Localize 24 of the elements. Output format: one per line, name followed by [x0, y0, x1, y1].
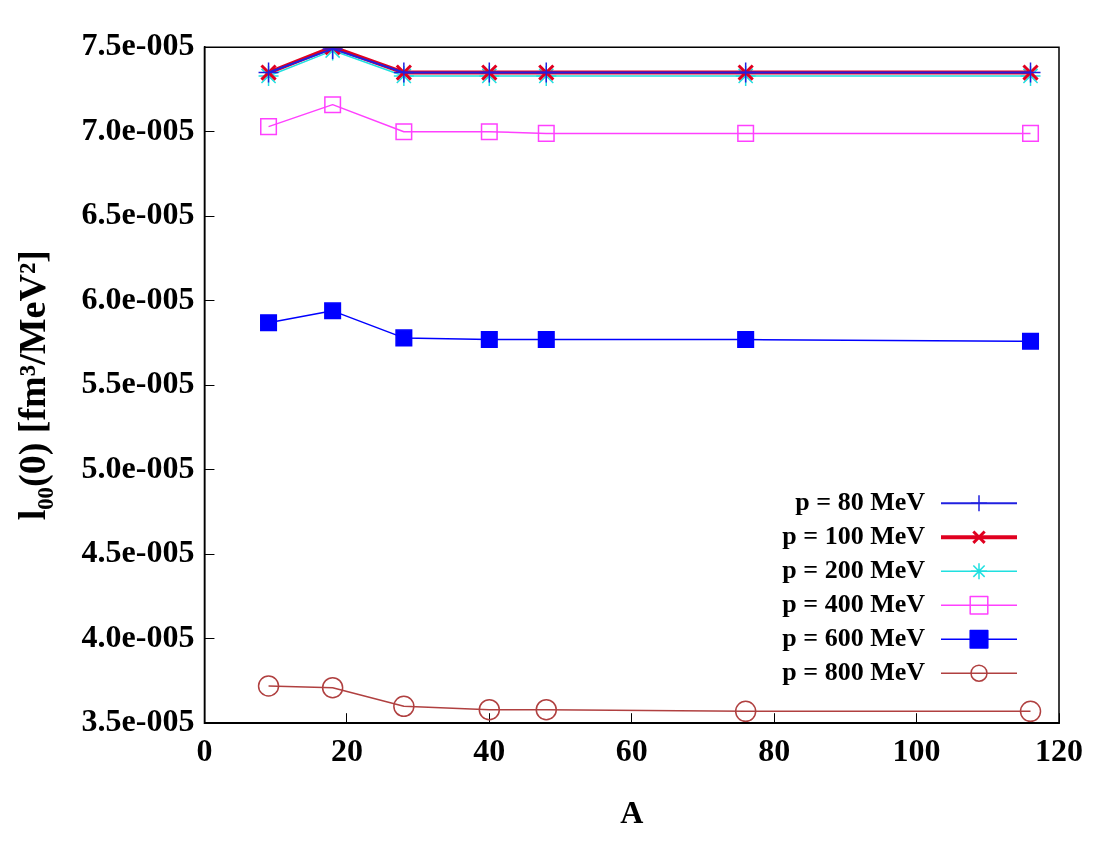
x-tick-label: 120	[1035, 731, 1083, 768]
legend-label: p = 200 MeV	[782, 554, 926, 584]
y-tick-label: 5.0e-005	[81, 448, 195, 485]
y-tick-label: 6.0e-005	[81, 279, 195, 316]
y-tick-label: 3.5e-005	[81, 702, 195, 739]
y-tick-label: 5.5e-005	[81, 364, 195, 401]
legend-label: p = 100 MeV	[782, 520, 926, 550]
x-tick-label: 60	[615, 731, 648, 768]
x-tick-label: 100	[892, 731, 941, 768]
y-axis-title: l₀₀(0) [fm³/MeV²]	[10, 250, 54, 521]
legend-label: p = 600 MeV	[782, 622, 926, 652]
legend-label: p = 400 MeV	[782, 588, 926, 618]
x-axis-title: A	[620, 794, 644, 831]
y-tick-label: 6.5e-005	[81, 195, 195, 232]
y-tick-label: 4.0e-005	[81, 617, 195, 654]
legend-label: p = 800 MeV	[782, 656, 926, 686]
y-tick-label: 7.5e-005	[81, 26, 195, 63]
x-tick-label: 40	[473, 731, 506, 768]
legend-label: p = 80 MeV	[795, 486, 926, 516]
x-tick-label: 0	[196, 731, 213, 768]
x-tick-label: 80	[758, 731, 791, 768]
y-tick-label: 4.5e-005	[81, 533, 195, 570]
x-tick-label: 20	[330, 731, 363, 768]
y-tick-label: 7.0e-005	[81, 110, 195, 147]
